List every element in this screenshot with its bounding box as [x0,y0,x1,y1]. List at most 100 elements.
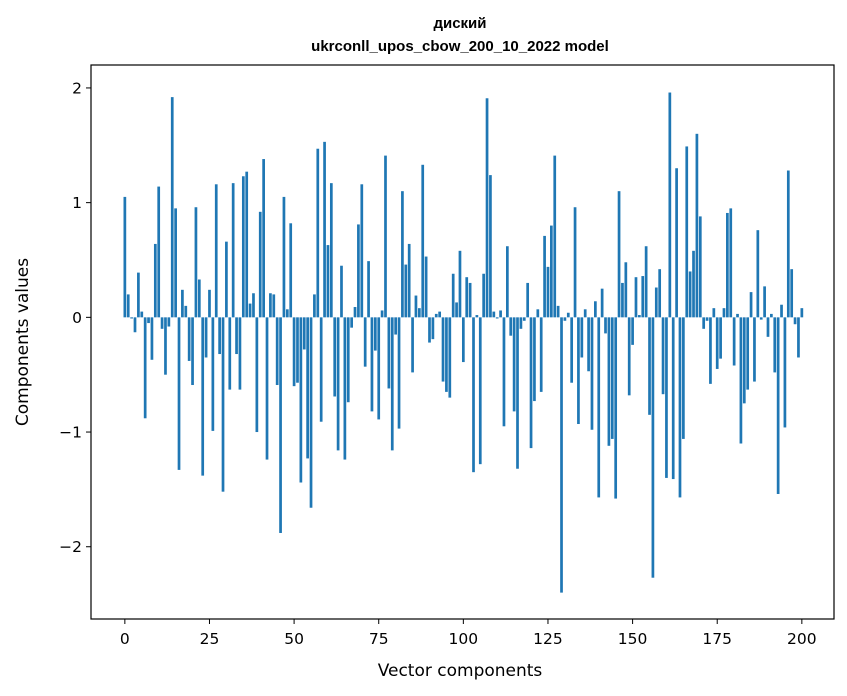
bar [709,317,712,384]
bar [302,317,306,350]
bar [715,317,719,369]
bar [214,184,218,318]
bar [421,164,425,318]
bar [194,207,198,318]
bar [143,317,147,419]
bar [726,212,729,318]
bar [167,317,171,327]
bar [340,265,343,318]
bar [658,269,662,318]
bar [583,309,587,318]
bar [644,246,648,318]
bar [401,191,404,318]
bar [550,225,553,318]
bar [248,303,252,318]
bar [126,294,130,318]
bar [773,317,777,373]
bar [384,155,387,318]
bar [187,317,191,361]
bar [742,317,746,404]
bar [489,175,492,318]
bar [539,317,543,392]
bar [722,308,726,318]
bar [350,317,353,328]
y-axis-label: Components values [13,258,33,426]
bar [411,317,414,373]
bar [556,305,560,318]
bar [522,317,526,321]
bar [766,317,770,337]
bar [780,304,783,318]
bar [800,308,804,318]
x-tick-label: 200 [787,630,817,648]
bar [387,317,391,389]
bar [157,186,161,318]
bar [641,276,645,318]
bar [333,317,337,397]
bar [536,309,540,318]
bar [594,301,597,318]
bar [177,317,181,470]
bar [455,302,458,318]
bar [509,317,513,336]
bar [235,317,238,355]
bar [756,230,760,318]
bar [506,246,509,318]
bar [326,245,330,318]
y-tick-label: 1 [72,194,82,212]
bar [343,317,347,460]
bar [617,191,621,318]
y-tick-label: −2 [59,538,82,556]
bar [478,317,482,465]
x-tick-label: 50 [284,630,304,648]
bar [695,133,699,318]
bar [164,317,167,375]
bar [377,317,381,420]
bars-group [123,92,804,593]
bar [685,146,689,318]
bar [560,317,563,593]
bar [319,317,323,422]
bar [638,315,641,318]
bar [654,287,658,318]
bar [184,305,188,318]
bar [461,317,465,363]
bar [218,317,221,355]
chart-subtitle: ukrconll_upos_cbow_200_10_2022 model [311,38,609,55]
bar [475,315,479,318]
bar [732,317,736,366]
bar [221,317,225,492]
bar [614,317,618,499]
x-tick-label: 125 [533,630,563,648]
bar [282,196,286,318]
bar [133,317,137,333]
x-tick-label: 25 [200,630,220,648]
bar [363,317,367,367]
bar [272,294,276,318]
bar [153,243,157,318]
bar [370,317,374,412]
bar [526,282,530,318]
bar [438,311,442,318]
bar [621,282,624,318]
bar [285,309,289,318]
bar [197,279,201,318]
bar [289,223,293,318]
bar [512,317,516,412]
bar [736,313,739,318]
y-tick-label: 2 [72,79,82,97]
bar [137,272,140,318]
bar [357,224,360,318]
bar [445,317,448,392]
bar [231,183,235,318]
bar [675,168,678,318]
bar [597,317,601,498]
bar [468,282,472,318]
bar [749,292,753,318]
bar [323,141,326,318]
bar [336,317,340,451]
bar [482,273,486,318]
bar [316,148,320,318]
bar [228,317,232,390]
